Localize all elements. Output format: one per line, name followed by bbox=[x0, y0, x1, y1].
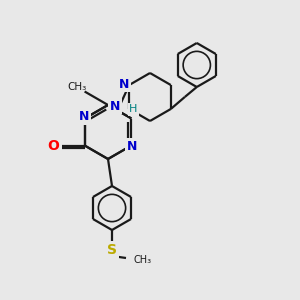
Text: N: N bbox=[78, 110, 89, 123]
Text: N: N bbox=[110, 100, 120, 112]
Text: H: H bbox=[129, 104, 138, 115]
Text: N: N bbox=[119, 77, 129, 91]
Text: S: S bbox=[107, 243, 117, 257]
Text: N: N bbox=[127, 140, 138, 153]
Text: CH₃: CH₃ bbox=[133, 255, 151, 265]
Text: O: O bbox=[48, 139, 60, 152]
Text: N: N bbox=[110, 98, 120, 110]
Text: CH₃: CH₃ bbox=[67, 82, 86, 92]
